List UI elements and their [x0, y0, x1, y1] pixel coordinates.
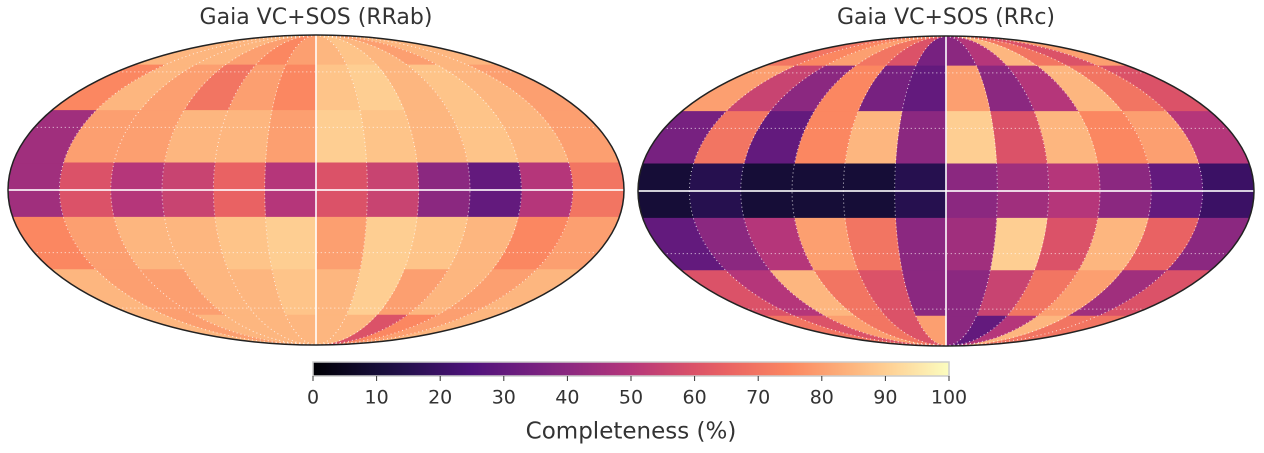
- sky-map: [638, 36, 1254, 346]
- sky-cell: [265, 216, 317, 270]
- x-tick-label: 80: [810, 387, 834, 409]
- sky-cell: [895, 111, 947, 165]
- x-tick-label: 40: [555, 387, 579, 409]
- sky-cell: [315, 216, 367, 270]
- x-tick-label: 10: [365, 387, 389, 409]
- sky-cell: [315, 110, 367, 164]
- x-tick-label: 20: [428, 387, 452, 409]
- x-tick-label: 90: [873, 387, 897, 409]
- x-tick-label: 0: [307, 387, 319, 409]
- colorbar-label: Completeness (%): [526, 419, 737, 445]
- sky-cell: [895, 217, 947, 271]
- sky-cell: [945, 111, 997, 165]
- graticule: [161, 35, 317, 345]
- x-tick-label: 60: [683, 387, 707, 409]
- x-tick-label: 30: [492, 387, 516, 409]
- x-tick-label: 70: [746, 387, 770, 409]
- colorbar: [312, 361, 950, 377]
- map-title: Gaia VC+SOS (RRab): [200, 5, 433, 30]
- sky-map: [8, 35, 624, 345]
- x-tick-label: 100: [931, 387, 967, 409]
- graticule: [791, 36, 947, 346]
- graticule: [945, 36, 1101, 346]
- sky-cell: [265, 110, 317, 164]
- map-border: [7, 34, 625, 346]
- sky-cell: [945, 217, 997, 271]
- map-title: Gaia VC+SOS (RRc): [837, 5, 1055, 30]
- x-tick-label: 50: [619, 387, 643, 409]
- map-border: [637, 35, 1255, 347]
- graticule: [315, 35, 471, 345]
